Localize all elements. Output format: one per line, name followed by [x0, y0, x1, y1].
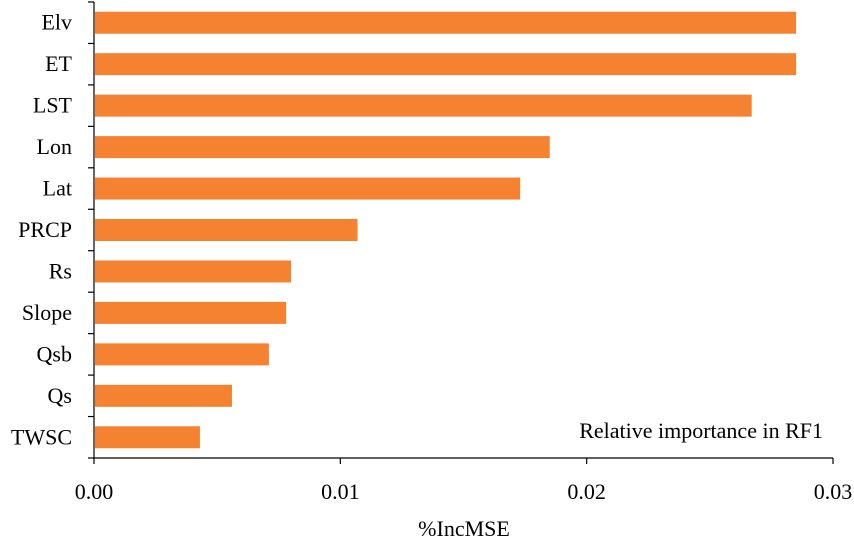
bar-lat [95, 177, 521, 200]
x-axis-title: %IncMSE [418, 516, 510, 541]
bars-group [95, 11, 797, 449]
x-tick-label: 0.03 [814, 479, 853, 504]
bar-qsb [95, 343, 269, 366]
bar-lon [95, 136, 550, 159]
chart-annotation: Relative importance in RF1 [579, 418, 823, 443]
bar-et [95, 53, 797, 76]
category-label: TWSC [11, 424, 72, 449]
category-label: Slope [22, 300, 72, 325]
category-label: Qsb [37, 341, 72, 366]
axes-group [88, 1, 834, 464]
x-tick-label: 0.01 [321, 479, 360, 504]
category-label: LST [33, 93, 73, 118]
category-label: Rs [49, 258, 72, 283]
x-tick-label: 0.02 [567, 479, 606, 504]
bar-twsc [95, 426, 200, 449]
category-label: Lon [37, 134, 72, 159]
bar-slope [95, 301, 287, 324]
category-label: Lat [43, 176, 72, 201]
category-label: Elv [41, 10, 72, 35]
category-label: Qs [48, 383, 72, 408]
bar-rs [95, 260, 292, 283]
category-label: ET [45, 51, 72, 76]
category-label: PRCP [18, 217, 72, 242]
bar-lst [95, 94, 752, 117]
bar-elv [95, 11, 797, 34]
bar-qs [95, 384, 232, 407]
x-tick-label: 0.00 [75, 479, 114, 504]
bar-prcp [95, 219, 358, 241]
labels-group: Elv ET LST Lon Lat PRCP Rs Slope Qsb Qs TWSC 0.00 0.… [11, 10, 852, 504]
